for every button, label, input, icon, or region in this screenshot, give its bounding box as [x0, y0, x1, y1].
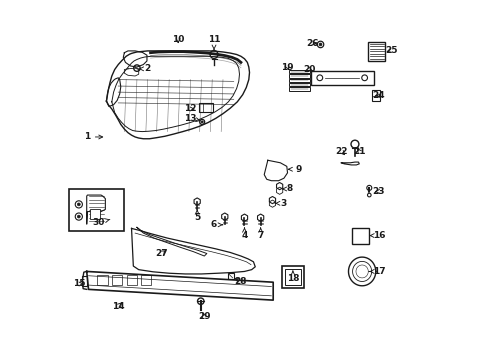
Text: 1: 1: [83, 132, 102, 141]
Text: 4: 4: [241, 228, 247, 240]
Text: 10: 10: [172, 35, 184, 44]
Bar: [282, 266, 303, 288]
Text: 2: 2: [139, 64, 150, 73]
Text: 23: 23: [372, 187, 385, 196]
Bar: [289, 87, 309, 91]
Bar: [97, 275, 107, 285]
Circle shape: [319, 43, 321, 46]
Text: 17: 17: [369, 267, 385, 276]
Text: 30: 30: [92, 218, 110, 227]
Bar: [289, 83, 309, 86]
Bar: [351, 228, 368, 244]
Bar: [69, 189, 124, 231]
Text: 12: 12: [183, 104, 196, 113]
Text: 3: 3: [275, 199, 286, 208]
Text: 18: 18: [286, 271, 299, 283]
Bar: [198, 103, 212, 112]
Bar: [371, 90, 379, 101]
Text: 15: 15: [72, 279, 85, 288]
Text: 11: 11: [207, 35, 220, 49]
Bar: [289, 74, 309, 78]
Text: 29: 29: [198, 312, 210, 321]
Text: 6: 6: [210, 220, 222, 229]
Text: 28: 28: [233, 276, 246, 285]
Text: 7: 7: [257, 228, 264, 240]
Text: 22: 22: [334, 147, 347, 156]
Bar: [367, 42, 385, 61]
Text: 20: 20: [303, 65, 315, 74]
Text: 27: 27: [155, 249, 167, 258]
Bar: [141, 275, 151, 285]
Polygon shape: [341, 162, 359, 165]
Circle shape: [77, 215, 80, 218]
Text: 26: 26: [306, 39, 318, 48]
Text: 19: 19: [281, 63, 293, 72]
Bar: [112, 275, 122, 285]
Text: 21: 21: [352, 147, 365, 156]
Text: 25: 25: [385, 46, 397, 55]
Text: 9: 9: [288, 165, 301, 174]
Text: 8: 8: [282, 184, 292, 193]
Text: 5: 5: [194, 210, 200, 222]
Text: 24: 24: [372, 91, 385, 100]
Bar: [126, 275, 137, 285]
Circle shape: [367, 193, 370, 197]
Bar: [310, 71, 373, 85]
Circle shape: [201, 121, 203, 123]
Text: 14: 14: [112, 302, 124, 311]
Bar: [81, 276, 87, 286]
Text: 16: 16: [369, 231, 385, 240]
Bar: [289, 70, 309, 73]
Text: 13: 13: [183, 114, 200, 123]
Bar: [289, 78, 309, 82]
Circle shape: [77, 203, 80, 206]
Bar: [89, 209, 100, 219]
Bar: [284, 269, 301, 285]
